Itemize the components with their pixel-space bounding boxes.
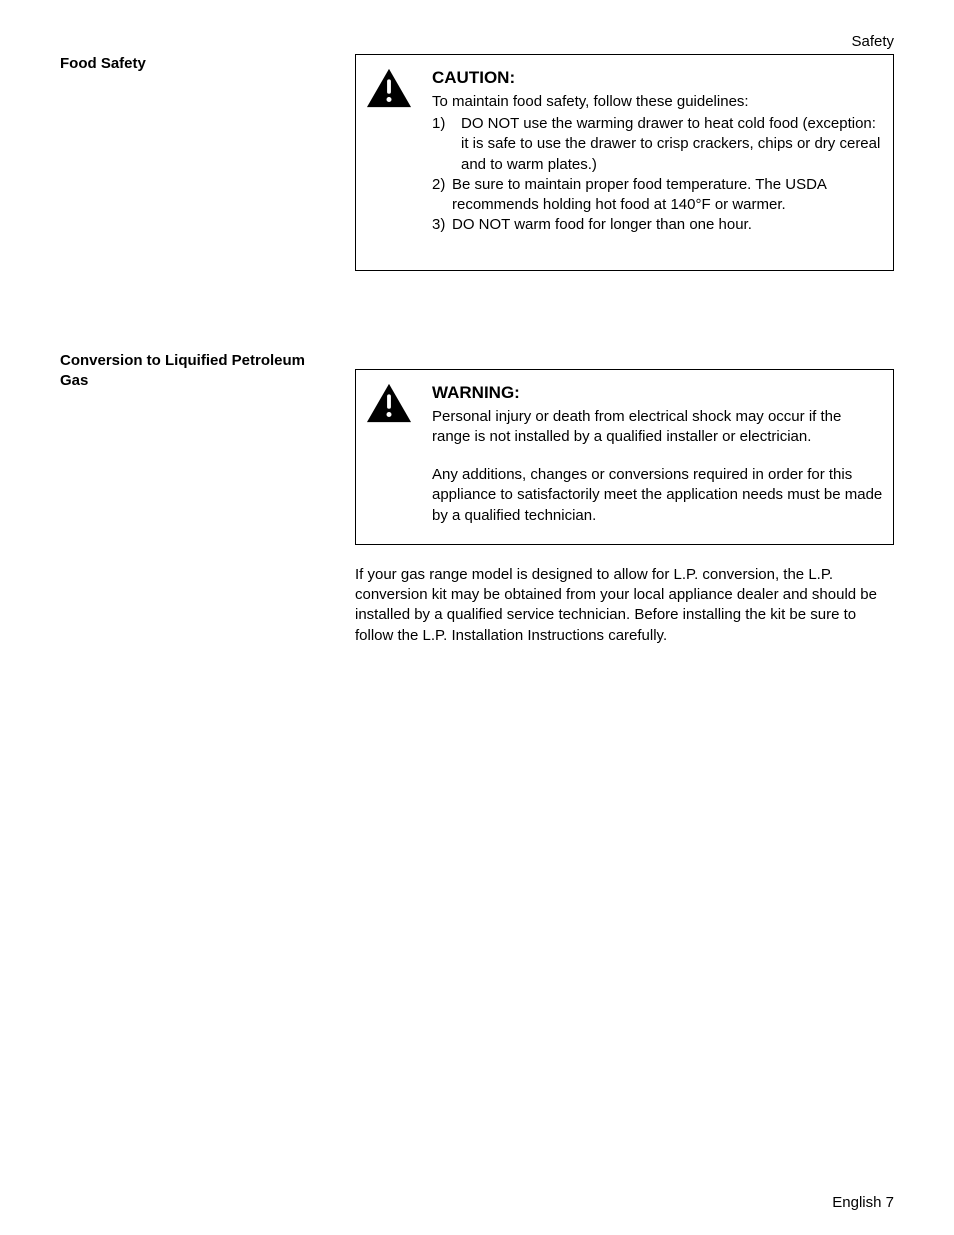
section-food-safety: Food Safety CAUTION: To maintain food sa… bbox=[60, 54, 894, 271]
side-label-food-safety: Food Safety bbox=[60, 54, 355, 271]
content-lp-gas: WARNING: Personal injury or death from e… bbox=[355, 351, 894, 646]
item-number: 2) bbox=[432, 175, 452, 216]
list-item: 3) DO NOT warm food for longer than one … bbox=[432, 215, 883, 235]
warning-box: WARNING: Personal injury or death from e… bbox=[355, 369, 894, 545]
warning-triangle-icon bbox=[366, 67, 424, 109]
page-footer: English 7 bbox=[832, 1193, 894, 1213]
caution-text: CAUTION: To maintain food safety, follow… bbox=[432, 67, 883, 236]
warning-para-1: Personal injury or death from electrical… bbox=[432, 407, 883, 448]
header-chapter: Safety bbox=[851, 32, 894, 52]
warning-text: WARNING: Personal injury or death from e… bbox=[432, 382, 883, 526]
section-lp-gas: Conversion to Liquified Petroleum Gas WA… bbox=[60, 351, 894, 646]
item-text: Be sure to maintain proper food temperat… bbox=[452, 175, 883, 216]
side-label-lp-gas: Conversion to Liquified Petroleum Gas bbox=[60, 351, 355, 646]
lp-body-paragraph: If your gas range model is designed to a… bbox=[355, 565, 894, 646]
content-food-safety: CAUTION: To maintain food safety, follow… bbox=[355, 54, 894, 271]
page: Safety Food Safety CAUTION: To maintain … bbox=[0, 0, 954, 1235]
caution-box: CAUTION: To maintain food safety, follow… bbox=[355, 54, 894, 271]
item-text: DO NOT warm food for longer than one hou… bbox=[452, 215, 883, 235]
item-text: DO NOT use the warming drawer to heat co… bbox=[458, 114, 883, 175]
caution-title: CAUTION: bbox=[432, 67, 883, 90]
item-number: 3) bbox=[432, 215, 452, 235]
list-item: 1) DO NOT use the warming drawer to heat… bbox=[432, 114, 883, 175]
caution-list: 1) DO NOT use the warming drawer to heat… bbox=[432, 114, 883, 236]
caution-lead: To maintain food safety, follow these gu… bbox=[432, 92, 883, 112]
section-gap bbox=[60, 271, 894, 327]
list-item: 2) Be sure to maintain proper food tempe… bbox=[432, 175, 883, 216]
warning-title: WARNING: bbox=[432, 382, 883, 405]
warning-triangle-icon bbox=[366, 382, 424, 424]
spacer bbox=[355, 351, 894, 369]
item-number: 1) bbox=[432, 114, 458, 175]
warning-para-2: Any additions, changes or conversions re… bbox=[432, 465, 883, 526]
